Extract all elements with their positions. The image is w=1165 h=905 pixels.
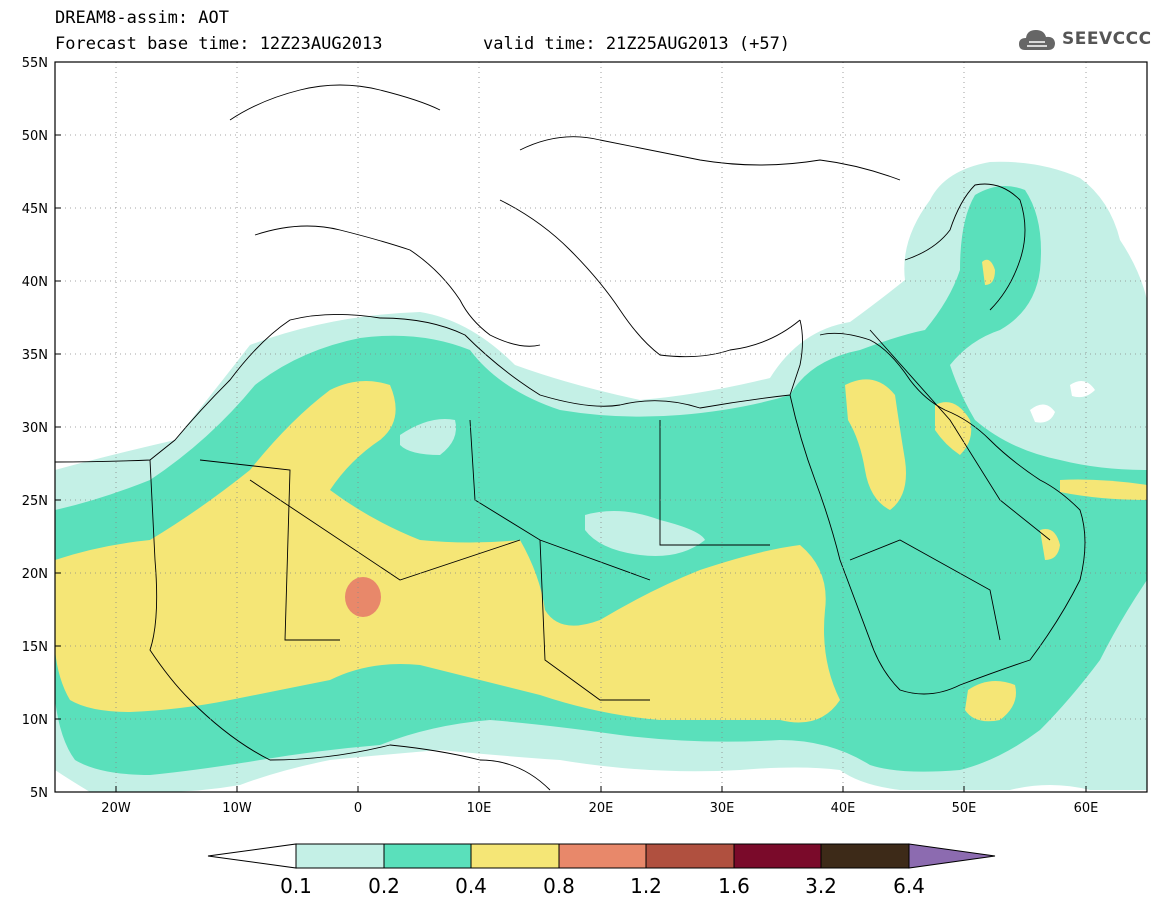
colorbar-label: 3.2 — [805, 874, 837, 898]
aot-hole-light-iran — [990, 350, 1147, 445]
lon-tick-label: 10E — [467, 801, 492, 816]
colorbar-label: 0.4 — [455, 874, 487, 898]
lon-tick-label: 60E — [1074, 801, 1099, 816]
coastlines — [55, 84, 1086, 791]
lat-tick-label: 15N — [22, 640, 48, 655]
dust-fields — [55, 161, 1147, 792]
lon-tick-label: 0 — [354, 801, 362, 816]
cloud-logo-icon — [1019, 30, 1055, 50]
colorbar-swatch — [470, 843, 560, 869]
lat-tick-label: 35N — [22, 348, 48, 363]
map-title: DREAM8-assim: AOT — [55, 8, 229, 28]
colorbar-label: 1.2 — [630, 874, 662, 898]
lat-tick-label: 45N — [22, 202, 48, 217]
aot-patch-yellow-arabia — [845, 379, 906, 510]
lat-tick-label: 30N — [22, 421, 48, 436]
lat-tick-label: 10N — [22, 713, 48, 728]
aot-band-yellow — [55, 381, 840, 723]
colorbar-swatch — [645, 843, 735, 869]
lat-tick-label: 55N — [22, 56, 48, 71]
lat-tick-label: 5N — [30, 786, 48, 801]
lat-tick-label: 40N — [22, 275, 48, 290]
aot-hole-white-iran — [1030, 404, 1055, 423]
colorbar-label: 6.4 — [893, 874, 925, 898]
lat-tick-label: 50N — [22, 129, 48, 144]
colorbar-label: 0.8 — [543, 874, 575, 898]
aot-peak-patch — [345, 577, 381, 617]
logo-text: SEEVCCC — [1062, 29, 1152, 49]
lon-tick-label: 10W — [222, 801, 252, 816]
colorbar-low-arrow — [207, 843, 297, 869]
colorbar-label: 1.6 — [718, 874, 750, 898]
aot-hole-white-east — [1070, 381, 1095, 398]
lat-tick-label: 25N — [22, 494, 48, 509]
forecast-base-time: Forecast base time: 12Z23AUG2013 — [55, 34, 383, 54]
aot-patch-yellow-yemen — [965, 681, 1016, 722]
colorbar-swatch — [295, 843, 385, 869]
tick-marks — [55, 61, 1087, 793]
lat-tick-label: 20N — [22, 567, 48, 582]
valid-time: valid time: 21Z25AUG2013 (+57) — [483, 34, 791, 54]
colorbar — [207, 843, 996, 869]
lon-tick-label: 30E — [710, 801, 735, 816]
lon-tick-label: 20E — [589, 801, 614, 816]
aot-patch-yellow-gulf — [935, 402, 972, 455]
aot-patch-yellow-east — [1060, 479, 1147, 500]
colorbar-swatch — [558, 843, 647, 869]
colorbar-label: 0.2 — [368, 874, 400, 898]
colorbar-swatch — [820, 843, 910, 869]
aot-hole-light-egypt — [400, 419, 456, 455]
colorbar-swatch — [733, 843, 822, 869]
lon-tick-label: 50E — [952, 801, 977, 816]
colorbar-swatch — [383, 843, 472, 869]
aot-patch-yellow-caspian — [982, 259, 995, 285]
colorbar-label: 0.1 — [280, 874, 312, 898]
gridlines — [55, 62, 1147, 792]
lon-tick-label: 40E — [831, 801, 856, 816]
aot-patch-yellow-oman — [1040, 529, 1060, 560]
lon-tick-label: 20W — [101, 801, 131, 816]
colorbar-high-arrow — [908, 843, 996, 869]
